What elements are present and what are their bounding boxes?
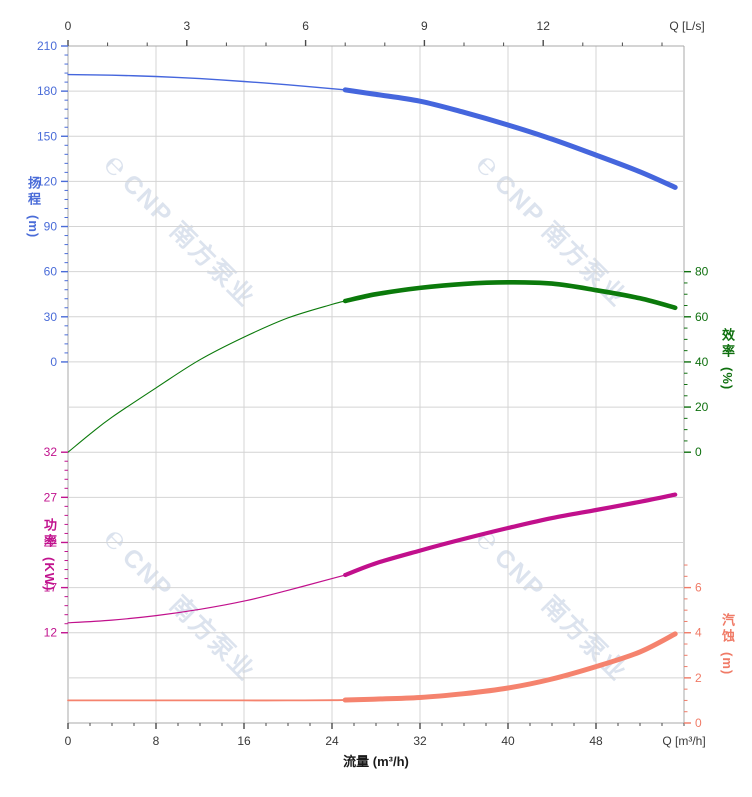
svg-text:20: 20: [695, 400, 709, 414]
svg-text:32: 32: [413, 734, 427, 748]
top-axis: 0 3 6 9 12: [65, 19, 663, 46]
svg-text:30: 30: [44, 310, 58, 324]
head-axis-unit: (m): [25, 215, 41, 239]
power-axis-label: 功率 (KW): [41, 518, 57, 592]
svg-text:2: 2: [695, 671, 702, 685]
svg-text:9: 9: [421, 19, 428, 33]
svg-text:0: 0: [50, 355, 57, 369]
efficiency-axis-label-text: 效率: [719, 328, 735, 360]
head-axis-label-text: 扬程: [25, 176, 41, 208]
head-axis: 0 30 60 90 120 150 180 210: [37, 39, 68, 369]
efficiency-axis-unit: (%): [719, 367, 735, 391]
bottom-axis: 0 8 16 24 32 40 48: [65, 723, 685, 748]
svg-text:0: 0: [65, 734, 72, 748]
top-axis-unit-label: Q [L/s]: [669, 19, 705, 33]
svg-text:60: 60: [695, 310, 709, 324]
efficiency-axis-label: 效率 (%): [719, 328, 735, 391]
eff-axis: 0 20 40 60 80: [684, 265, 709, 459]
svg-text:180: 180: [37, 84, 57, 98]
svg-text:3: 3: [183, 19, 190, 33]
svg-text:27: 27: [44, 490, 58, 504]
svg-text:12: 12: [44, 626, 58, 640]
power-curve: [67, 492, 678, 624]
efficiency-curve: [67, 279, 678, 453]
svg-text:0: 0: [695, 445, 702, 459]
npsh-axis-label: 汽蚀 (m): [719, 613, 735, 676]
svg-text:80: 80: [695, 265, 709, 279]
svg-text:60: 60: [44, 265, 58, 279]
svg-text:8: 8: [153, 734, 160, 748]
svg-text:0: 0: [695, 716, 702, 730]
svg-text:210: 210: [37, 39, 57, 53]
grid: [67, 45, 685, 724]
svg-text:40: 40: [501, 734, 515, 748]
svg-text:12: 12: [537, 19, 551, 33]
svg-text:17: 17: [44, 581, 58, 595]
svg-text:6: 6: [302, 19, 309, 33]
svg-text:16: 16: [237, 734, 251, 748]
npsh-axis-unit: (m): [719, 652, 735, 676]
power-axis-unit: (KW): [41, 557, 57, 592]
npsh-axis: 0 2 4 6: [684, 564, 702, 730]
power-axis-label-text: 功率: [41, 518, 57, 550]
head-curve: [67, 73, 678, 190]
flow-axis-title: 流量 (m³/h): [343, 754, 409, 769]
svg-text:90: 90: [44, 220, 58, 234]
head-axis-label: 扬程 (m): [25, 176, 41, 239]
npsh-axis-label-text: 汽蚀: [719, 613, 735, 645]
svg-text:4: 4: [695, 626, 702, 640]
npsh-curve: [67, 631, 678, 703]
svg-text:32: 32: [44, 445, 58, 459]
svg-text:24: 24: [325, 734, 339, 748]
svg-text:150: 150: [37, 129, 57, 143]
svg-text:48: 48: [589, 734, 603, 748]
svg-text:40: 40: [695, 355, 709, 369]
svg-text:22: 22: [44, 535, 58, 549]
svg-text:6: 6: [695, 581, 702, 595]
svg-text:120: 120: [37, 174, 57, 188]
svg-text:0: 0: [65, 19, 72, 33]
power-axis: 12 17 22 27 32: [44, 445, 68, 640]
bottom-axis-unit-label: Q [m³/h]: [662, 734, 706, 748]
